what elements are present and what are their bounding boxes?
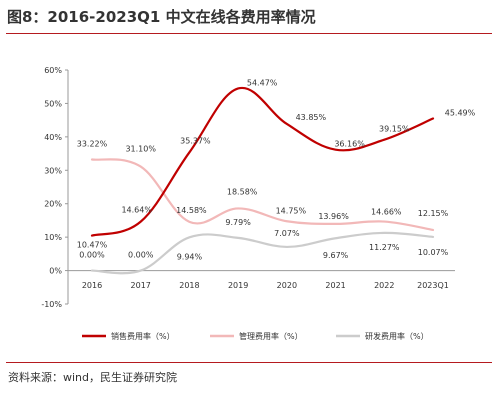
x-tick-label: 2017: [131, 281, 151, 290]
data-label-s1-5: 13.96%: [318, 212, 349, 221]
series-line-2: [90, 231, 435, 275]
y-tick-label: 60%: [44, 66, 62, 75]
data-label-s1-3: 18.58%: [227, 187, 258, 196]
data-label-s0-3: 54.47%: [247, 78, 278, 87]
y-tick-label: 50%: [44, 99, 62, 108]
legend-label-0: 销售费用率（%）: [111, 331, 175, 341]
y-tick-label: -10%: [41, 300, 62, 309]
y-tick-label: 0%: [49, 267, 62, 276]
data-label-s2-7: 10.07%: [418, 248, 449, 257]
x-tick-label: 2023Q1: [417, 281, 449, 290]
x-tick-label: 2020: [277, 281, 297, 290]
y-tick-label: 20%: [44, 200, 62, 209]
x-tick-label: 2019: [228, 281, 248, 290]
data-label-s2-6: 11.27%: [369, 243, 400, 252]
data-label-s2-1: 0.00%: [128, 251, 154, 260]
source-rule: [6, 362, 492, 363]
data-label-s1-2: 14.58%: [176, 206, 207, 215]
legend-label-1: 管理费用率（%）: [239, 331, 303, 341]
data-label-s2-0: 0.00%: [79, 251, 105, 260]
title-rule: [6, 33, 492, 34]
data-label-s2-5: 9.67%: [323, 251, 349, 260]
data-label-s0-1: 14.64%: [121, 206, 152, 215]
data-label-s0-0: 10.47%: [77, 241, 108, 250]
legend-label-2: 研发费用率（%）: [365, 331, 429, 341]
x-tick-label: 2018: [179, 281, 199, 290]
legend: 销售费用率（%） 管理费用率（%） 研发费用率（%）: [82, 331, 429, 341]
axes: -10% 0% 10% 20% 30% 40% 50% 60% 2016 2017 2018 2019…: [41, 66, 455, 309]
data-label-s1-7: 12.15%: [418, 209, 449, 218]
data-label-s1-0: 33.22%: [77, 140, 108, 149]
series-lines: [90, 86, 435, 275]
data-label-s1-6: 14.66%: [371, 208, 402, 217]
data-label-s2-3: 9.79%: [225, 218, 251, 227]
data-label-s0-2: 35.37%: [180, 136, 211, 145]
series-line-1: [90, 158, 435, 232]
data-label-s1-4: 14.75%: [276, 206, 307, 215]
data-label-s0-6: 39.15%: [379, 125, 410, 134]
figure-title: 图8：2016-2023Q1 中文在线各费用率情况: [7, 8, 316, 26]
data-label-s2-4: 7.07%: [274, 229, 300, 238]
y-tick-label: 30%: [44, 166, 62, 175]
data-label-s2-2: 9.94%: [177, 252, 203, 261]
data-label-s0-7: 45.49%: [445, 109, 476, 118]
y-tick-label: 40%: [44, 133, 62, 142]
data-label-s1-1: 31.10%: [125, 145, 156, 154]
line-chart: -10% 0% 10% 20% 30% 40% 50% 60% 2016 2017 2018 2019…: [41, 66, 476, 341]
x-tick-label: 2016: [82, 281, 102, 290]
data-label-s0-4: 43.85%: [296, 113, 327, 122]
x-tick-label: 2022: [374, 281, 394, 290]
y-tick-label: 10%: [44, 233, 62, 242]
data-label-s0-5: 36.16%: [334, 140, 365, 149]
x-tick-label: 2021: [325, 281, 345, 290]
series-line-0: [90, 86, 435, 237]
data-labels: 10.47% 14.64% 35.37% 54.47% 43.85% 36.16% 39.1…: [77, 78, 476, 261]
source-note: 资料来源：wind，民生证券研究院: [8, 371, 178, 384]
